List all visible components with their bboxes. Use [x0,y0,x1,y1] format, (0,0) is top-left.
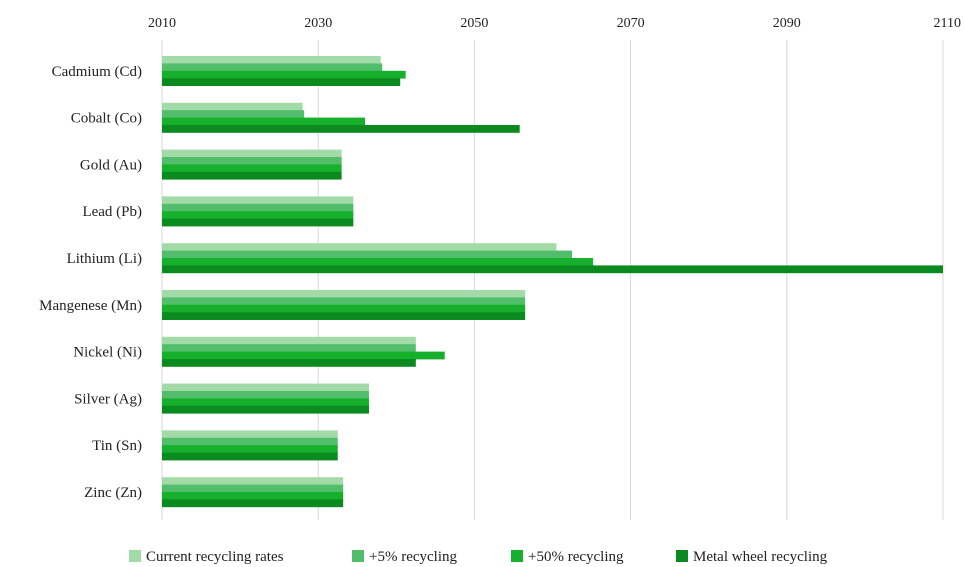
bar-nickel-ni-series-3 [162,351,445,360]
bar-gold-au-series-3 [162,164,342,173]
category-label: Cobalt (Co) [71,111,142,127]
bar-cobalt-co-series-2 [162,110,305,118]
category-label: Cadmium (Cd) [52,64,142,80]
legend-item: Current recycling rates [129,549,284,565]
bar-cobalt-co-series-3 [162,117,366,126]
bar-cobalt-co-series-4 [162,125,520,133]
bar-gold-au-series-4 [162,171,342,180]
bar-silver-ag-series-3 [162,398,369,407]
bar-silver-ag-series-2 [162,391,369,399]
bar-gold-au-series-1 [162,149,342,158]
bar-nickel-ni-series-2 [162,344,416,352]
category-label: Gold (Au) [80,157,142,173]
legend-item: Metal wheel recycling [676,549,828,565]
bar-nickel-ni-series-1 [162,336,416,345]
legend-swatch [129,550,141,562]
x-tick-label: 2010 [148,16,176,31]
bar-tin-sn-series-4 [162,452,338,461]
bar-lead-pb-series-3 [162,211,354,219]
category-labels: Cadmium (Cd) Cobalt (Co) Gold (Au) Lead (Pb… [39,64,142,501]
bar-silver-ag-series-1 [162,383,369,392]
bar-cadmium-cd-series-2 [162,63,383,72]
bar-mangenese-mn-series-2 [162,297,526,306]
legend: Current recycling rates +5% recycling +50%… [129,549,828,565]
category-label: Mangenese (Mn) [39,298,142,314]
category-label: Lead (Pb) [82,204,142,220]
bar-mangenese-mn-series-3 [162,304,526,313]
bar-lead-pb-series-2 [162,203,354,212]
bar-mangenese-mn-series-4 [162,312,526,320]
bar-lead-pb-series-1 [162,196,354,205]
bar-cadmium-cd-series-1 [162,56,381,64]
legend-item: +50% recycling [511,549,624,565]
bar-mangenese-mn-series-1 [162,290,526,298]
x-tick-label: 2110 [934,16,961,31]
legend-label: +5% recycling [369,549,458,565]
legend-item: +5% recycling [352,549,458,565]
category-label: Lithium (Li) [67,251,142,267]
x-tick-label: 2030 [304,16,332,31]
legend-label: Current recycling rates [146,549,284,565]
category-label: Silver (Ag) [74,391,142,407]
bar-cobalt-co-series-1 [162,102,303,111]
category-label: Nickel (Ni) [73,345,142,361]
bar-silver-ag-series-4 [162,405,369,414]
category-label: Zinc (Zn) [84,485,142,501]
bar-tin-sn-series-2 [162,437,338,446]
x-axis-tick-labels: 2010 2030 2050 2070 2090 2110 [148,16,961,31]
category-label: Tin (Sn) [92,438,142,454]
legend-swatch [676,550,688,562]
x-tick-label: 2090 [773,16,801,31]
bar-tin-sn-series-1 [162,430,338,439]
bar-zinc-zn-series-2 [162,484,344,493]
bar-cadmium-cd-series-3 [162,70,406,79]
bar-lithium-li-series-2 [162,250,573,259]
x-tick-label: 2070 [617,16,645,31]
bar-cadmium-cd-series-4 [162,78,401,86]
bar-lead-pb-series-4 [162,218,354,227]
bar-gold-au-series-2 [162,157,342,165]
bar-zinc-zn-series-1 [162,477,344,485]
legend-swatch [511,550,523,562]
bar-nickel-ni-series-4 [162,359,416,367]
bar-zinc-zn-series-3 [162,492,344,500]
legend-swatch [352,550,364,562]
bar-lithium-li-series-1 [162,243,557,251]
bar-lithium-li-series-4 [162,265,943,274]
x-tick-label: 2050 [460,16,488,31]
bar-tin-sn-series-3 [162,445,338,453]
bar-zinc-zn-series-4 [162,499,344,508]
bars [162,56,943,508]
legend-label: Metal wheel recycling [693,549,828,565]
bar-lithium-li-series-3 [162,258,594,266]
legend-label: +50% recycling [528,549,624,565]
